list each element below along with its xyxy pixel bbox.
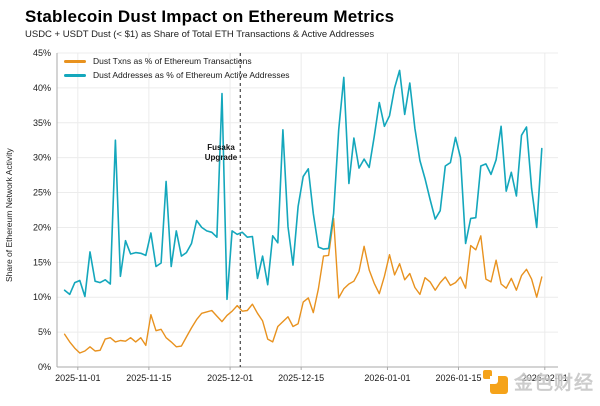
legend-label-dust-txns: Dust Txns as % of Ethereum Transactions (93, 56, 252, 66)
x-tick-label: 2025-12-01 (207, 373, 253, 383)
x-tick-label: 2025-11-15 (126, 373, 171, 383)
chart-title: Stablecoin Dust Impact on Ethereum Metri… (25, 7, 395, 26)
x-tick-label: 2025-12-15 (278, 373, 324, 383)
y-tick-label: 0% (38, 362, 51, 372)
x-tick-label: 2025-11-01 (55, 373, 100, 383)
y-tick-label: 20% (33, 222, 51, 232)
fusaka-annotation-line1: Fusaka (207, 143, 235, 152)
x-tick-label: 2026-01-01 (364, 373, 410, 383)
legend-label-dust-addresses: Dust Addresses as % of Ethereum Active A… (93, 70, 290, 80)
y-tick-label: 10% (33, 292, 51, 302)
dust-addresses-line (63, 69, 543, 301)
legend: Dust Txns as % of Ethereum Transactions … (64, 54, 290, 82)
dust-txns-line (63, 217, 543, 354)
watermark: 金色财经 (483, 368, 594, 395)
fusaka-upgrade-annotation: Fusaka Upgrade (204, 143, 238, 163)
dust-txns-line-swatch-icon (64, 59, 86, 63)
y-axis-title: Share of Ethereum Network Activity (4, 148, 14, 282)
chart-subtitle: USDC + USDT Dust (< $1) as Share of Tota… (25, 29, 375, 40)
x-tick-label: 2026-01-15 (435, 373, 481, 383)
legend-item-dust-txns: Dust Txns as % of Ethereum Transactions (64, 54, 290, 68)
y-tick-label: 35% (33, 118, 51, 128)
dust-addresses-line-swatch-icon (64, 73, 86, 77)
legend-item-dust-addresses: Dust Addresses as % of Ethereum Active A… (64, 68, 290, 82)
y-tick-label: 15% (33, 257, 51, 267)
fusaka-annotation-line2: Upgrade (204, 153, 238, 162)
jinse-finance-logo-icon (483, 368, 510, 395)
y-tick-label: 45% (33, 48, 51, 58)
watermark-text: 金色财经 (514, 373, 595, 394)
y-tick-label: 25% (33, 188, 51, 198)
x-tick-label: 2026-02-01 (522, 373, 568, 383)
y-tick-label: 5% (38, 327, 51, 337)
y-tick-label: 30% (33, 153, 51, 163)
y-tick-label: 40% (33, 83, 51, 93)
